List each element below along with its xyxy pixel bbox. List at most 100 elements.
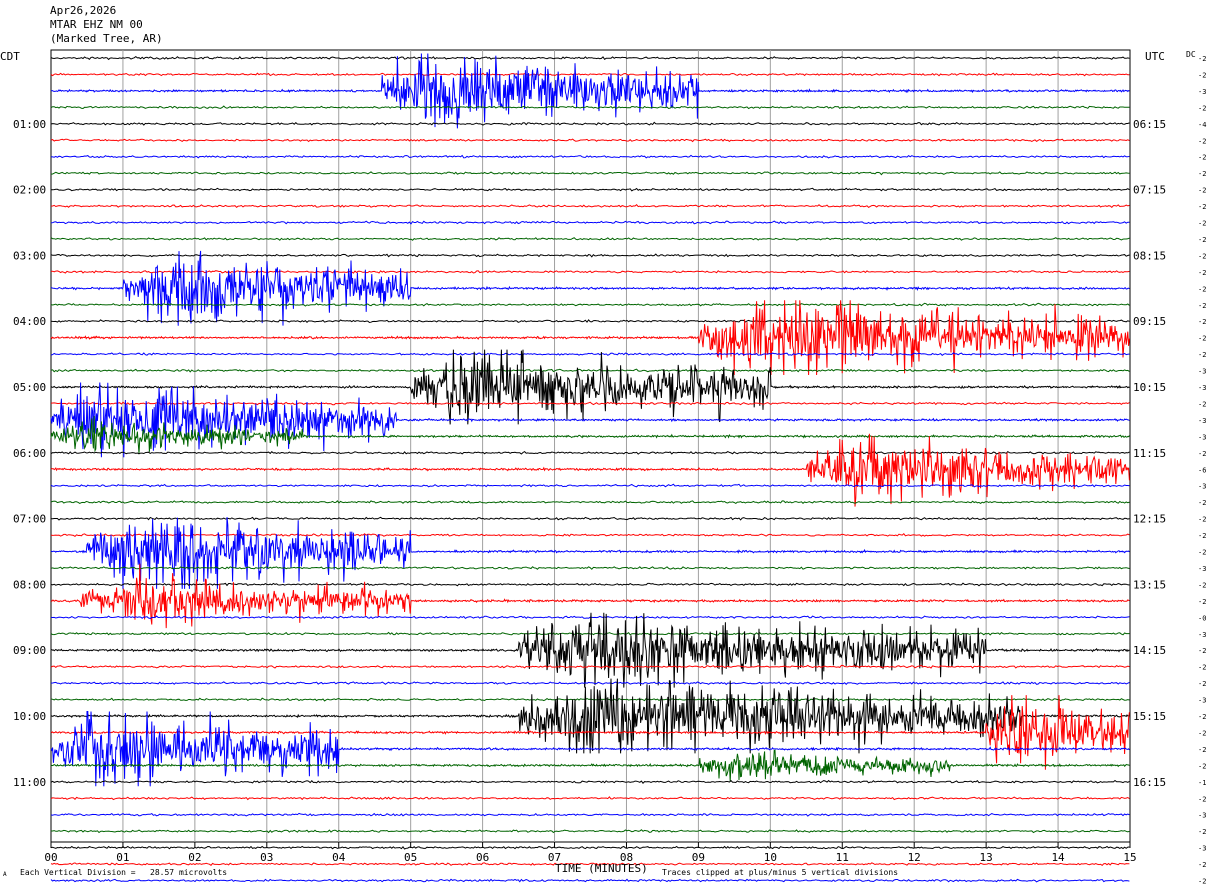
dc-offset-31: -3 bbox=[1198, 565, 1206, 573]
dc-offset-7: -2 bbox=[1198, 170, 1206, 178]
trace-4 bbox=[50, 121, 1130, 126]
right-time-label-4: 10:15 bbox=[1133, 381, 1166, 394]
right-time-label-0: 06:15 bbox=[1133, 118, 1166, 131]
trace-15 bbox=[50, 302, 1130, 307]
right-timezone-label: UTC bbox=[1145, 50, 1165, 63]
dc-offset-19: -3 bbox=[1198, 368, 1206, 376]
dc-offset-32: -2 bbox=[1198, 581, 1206, 589]
trace-7 bbox=[50, 171, 1130, 176]
right-time-label-1: 07:15 bbox=[1133, 184, 1166, 197]
dc-offset-26: -3 bbox=[1198, 483, 1206, 491]
dc-offset-1: -2 bbox=[1198, 71, 1206, 79]
clip-note: Traces clipped at plus/minus 5 vertical … bbox=[662, 868, 899, 877]
dc-offset-27: -2 bbox=[1198, 499, 1206, 507]
x-tick-label-11: 11 bbox=[836, 851, 849, 864]
station-code: MTAR EHZ NM 00 bbox=[50, 18, 143, 31]
left-time-label-7: 08:00 bbox=[13, 578, 46, 591]
trace-26 bbox=[50, 483, 1130, 488]
left-timezone-label: CDT bbox=[0, 50, 20, 63]
dc-offset-20: -3 bbox=[1198, 384, 1206, 392]
plot-frame bbox=[50, 49, 1131, 843]
dc-offset-28: -2 bbox=[1198, 516, 1206, 524]
dc-offset-header: DC bbox=[1186, 50, 1196, 59]
left-time-label-1: 02:00 bbox=[13, 184, 46, 197]
corner-mark: A bbox=[3, 871, 7, 878]
trace-29 bbox=[50, 532, 1130, 538]
trace-5 bbox=[50, 138, 1130, 143]
trace-18 bbox=[50, 352, 1130, 356]
x-tick-label-05: 05 bbox=[404, 851, 417, 864]
right-time-label-9: 15:15 bbox=[1133, 710, 1166, 723]
trace-25 bbox=[50, 433, 1130, 507]
left-time-label-6: 07:00 bbox=[13, 513, 46, 526]
dc-offset-11: -2 bbox=[1198, 236, 1206, 244]
trace-13 bbox=[50, 269, 1130, 274]
dc-offset-48: -3 bbox=[1198, 845, 1206, 853]
trace-23 bbox=[50, 415, 1130, 454]
x-tick-label-08: 08 bbox=[620, 851, 633, 864]
dc-offset-16: -2 bbox=[1198, 318, 1206, 326]
x-tick-label-14: 14 bbox=[1051, 851, 1065, 864]
trace-40 bbox=[50, 678, 1130, 754]
dc-offset-50: -2 bbox=[1198, 878, 1206, 886]
trace-17 bbox=[50, 300, 1130, 376]
dc-offset-3: -2 bbox=[1198, 104, 1206, 112]
trace-48 bbox=[50, 845, 1130, 850]
dc-offset-30: -2 bbox=[1198, 549, 1206, 557]
trace-47 bbox=[51, 829, 1130, 834]
x-tick-label-10: 10 bbox=[764, 851, 777, 864]
trace-36 bbox=[50, 612, 1130, 688]
right-time-label-8: 14:15 bbox=[1133, 644, 1166, 657]
scale-note: Each Vertical Division = 28.57 microvolt… bbox=[20, 868, 228, 877]
dc-offset-2: -3 bbox=[1198, 88, 1206, 96]
dc-offset-43: -2 bbox=[1198, 762, 1206, 770]
trace-0 bbox=[50, 55, 1130, 61]
trace-41 bbox=[50, 695, 1130, 770]
trace-45 bbox=[50, 796, 1130, 801]
trace-8 bbox=[50, 187, 1130, 192]
trace-42 bbox=[50, 711, 1130, 787]
trace-50 bbox=[50, 878, 1130, 883]
x-tick-label-07: 07 bbox=[548, 851, 561, 864]
right-time-label-7: 13:15 bbox=[1133, 578, 1166, 591]
dc-offset-49: -2 bbox=[1198, 861, 1206, 869]
dc-offset-22: -3 bbox=[1198, 417, 1206, 425]
left-time-label-5: 06:00 bbox=[13, 447, 46, 460]
left-time-label-10: 11:00 bbox=[13, 776, 46, 789]
trace-31 bbox=[50, 566, 1130, 570]
dc-offset-4: -4 bbox=[1198, 121, 1206, 129]
right-time-label-3: 09:15 bbox=[1133, 315, 1166, 328]
plot-date: Apr26,2026 bbox=[50, 4, 117, 17]
trace-14 bbox=[50, 250, 1130, 326]
dc-offset-12: -2 bbox=[1198, 252, 1206, 260]
dc-offset-39: -3 bbox=[1198, 697, 1206, 705]
trace-34 bbox=[50, 615, 1130, 620]
dc-offset-34: -0 bbox=[1198, 614, 1206, 622]
right-time-label-5: 11:15 bbox=[1133, 447, 1166, 460]
station-location: (Marked Tree, AR) bbox=[50, 32, 163, 45]
left-time-label-0: 01:00 bbox=[13, 118, 46, 131]
dc-offset-14: -2 bbox=[1198, 285, 1206, 293]
trace-10 bbox=[50, 220, 1130, 225]
trace-16 bbox=[50, 319, 1130, 324]
x-tick-label-12: 12 bbox=[908, 851, 921, 864]
trace-2 bbox=[50, 53, 1130, 129]
x-tick-label-06: 06 bbox=[476, 851, 489, 864]
dc-offset-44: -1 bbox=[1198, 779, 1206, 787]
dc-offset-47: -2 bbox=[1198, 828, 1206, 836]
left-time-label-8: 09:00 bbox=[13, 644, 46, 657]
trace-6 bbox=[50, 154, 1130, 159]
trace-1 bbox=[50, 72, 1130, 77]
trace-46 bbox=[50, 812, 1130, 817]
trace-20 bbox=[50, 349, 1130, 425]
trace-28 bbox=[51, 516, 1130, 521]
x-tick-label-09: 09 bbox=[692, 851, 705, 864]
dc-offset-45: -2 bbox=[1198, 795, 1206, 803]
trace-33 bbox=[51, 563, 1130, 629]
x-tick-label-03: 03 bbox=[260, 851, 273, 864]
trace-9 bbox=[50, 204, 1130, 209]
left-time-label-2: 03:00 bbox=[13, 249, 46, 262]
dc-offset-13: -2 bbox=[1198, 269, 1206, 277]
dc-offset-36: -2 bbox=[1198, 647, 1206, 655]
